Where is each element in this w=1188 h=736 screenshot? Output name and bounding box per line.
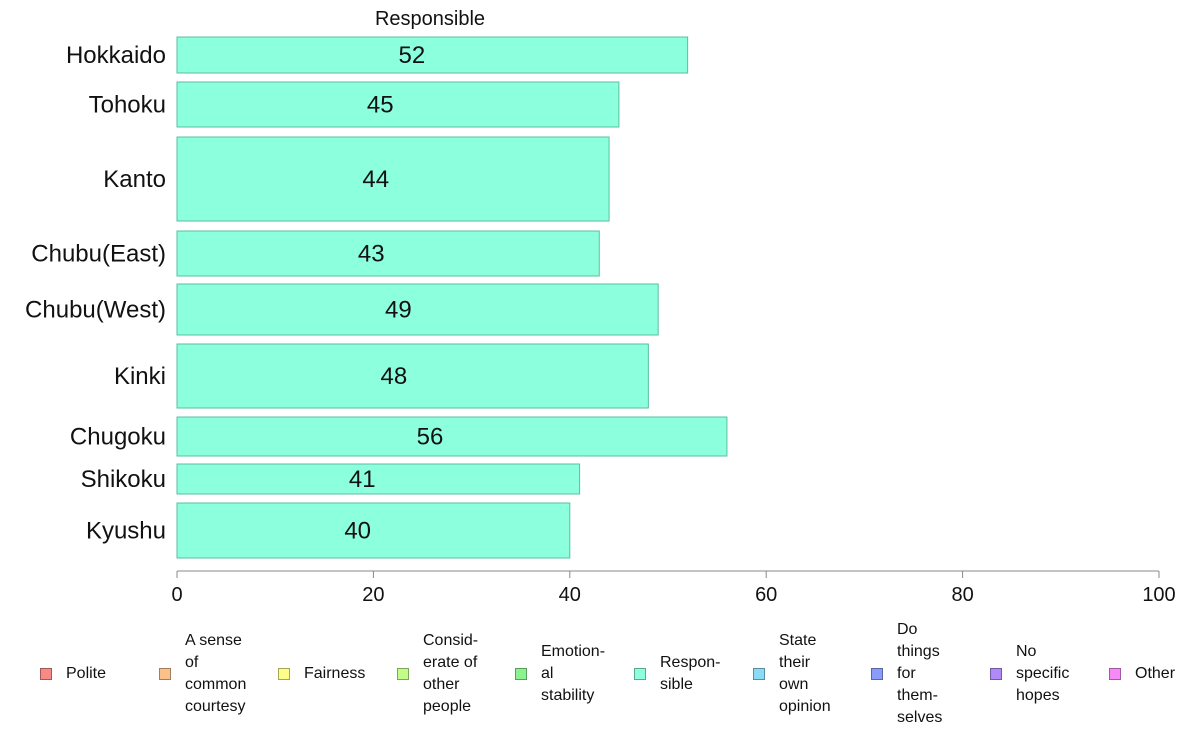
category-label: Kyushu [86, 518, 166, 545]
bar-value-label: 45 [367, 92, 394, 119]
legend-label: A sense of common courtesy [185, 632, 247, 715]
x-tick-label: 80 [951, 584, 973, 606]
x-tick-label: 100 [1142, 584, 1175, 606]
legend-item: Respon- sible [634, 622, 720, 726]
legend-label: State their own opinion [779, 632, 831, 715]
bar-value-label: 48 [380, 363, 407, 390]
legend-item: Do things for them- selves [871, 621, 943, 726]
legend-label: Other [1135, 665, 1176, 682]
bar-value-label: 56 [417, 424, 444, 451]
bar-chart: Responsible 52 Hokkaido 45 Tohoku 44 Kanto 43 Ch… [25, 8, 1176, 606]
legend-item: No specific hopes [990, 622, 1069, 726]
x-tick-label: 60 [755, 584, 777, 606]
legend-swatch [278, 668, 290, 680]
category-label: Chubu(West) [25, 297, 166, 324]
bar-hokkaido [176, 36, 689, 74]
legend: Polite A sense of common courtesy Fairness… [0, 621, 1188, 732]
legend-swatch [397, 668, 409, 680]
bar-chubu-west [176, 283, 659, 336]
category-label: Hokkaido [66, 42, 166, 69]
legend-swatch [990, 668, 1002, 680]
legend-label: Do things for them- selves [897, 621, 943, 726]
bar-kinki [176, 343, 649, 409]
bar-value-label: 40 [344, 518, 371, 545]
category-label: Kanto [103, 166, 166, 193]
legend-label: Fairness [304, 665, 366, 682]
category-label: Kinki [114, 363, 166, 390]
category-label: Chubu(East) [31, 241, 166, 268]
bar-shikoku [176, 463, 581, 495]
category-label: Tohoku [89, 92, 166, 119]
chart-title: Responsible [375, 8, 485, 30]
legend-label: Consid- erate of other people [423, 632, 479, 715]
legend-item: Polite [40, 622, 106, 726]
legend-swatch [1109, 668, 1121, 680]
bar-chugoku [176, 416, 728, 457]
bar-kyushu [176, 502, 571, 559]
bar-kanto [176, 136, 610, 222]
x-tick-label: 40 [559, 584, 581, 606]
bar-value-label: 43 [358, 241, 385, 268]
legend-item: A sense of common courtesy [159, 622, 246, 726]
legend-swatch [159, 668, 171, 680]
category-label: Chugoku [70, 424, 166, 451]
legend-label: No specific hopes [1016, 643, 1070, 704]
legend-item: State their own opinion [753, 622, 831, 726]
legend-item: Fairness [278, 622, 365, 726]
legend-swatch [40, 668, 52, 680]
bar-value-label: 49 [385, 297, 412, 324]
legend-swatch [634, 668, 646, 680]
bar-chubu-east [176, 230, 600, 277]
legend-swatch [753, 668, 765, 680]
legend-item: Consid- erate of other people [397, 622, 478, 726]
legend-item: Emotion- al stability [515, 622, 605, 726]
legend-label: Respon- sible [660, 654, 721, 693]
bar-value-label: 41 [349, 466, 376, 493]
legend-swatch [871, 668, 883, 680]
x-tick-label: 0 [171, 584, 182, 606]
bar-tohoku [176, 81, 620, 128]
legend-swatch [515, 668, 527, 680]
legend-label: Emotion- al stability [541, 643, 606, 704]
legend-label: Polite [66, 665, 107, 682]
category-label: Shikoku [81, 466, 166, 493]
bar-value-label: 52 [399, 42, 426, 69]
bar-value-label: 44 [362, 166, 389, 193]
x-tick-label: 20 [362, 584, 384, 606]
legend-item: Other [1109, 622, 1175, 726]
